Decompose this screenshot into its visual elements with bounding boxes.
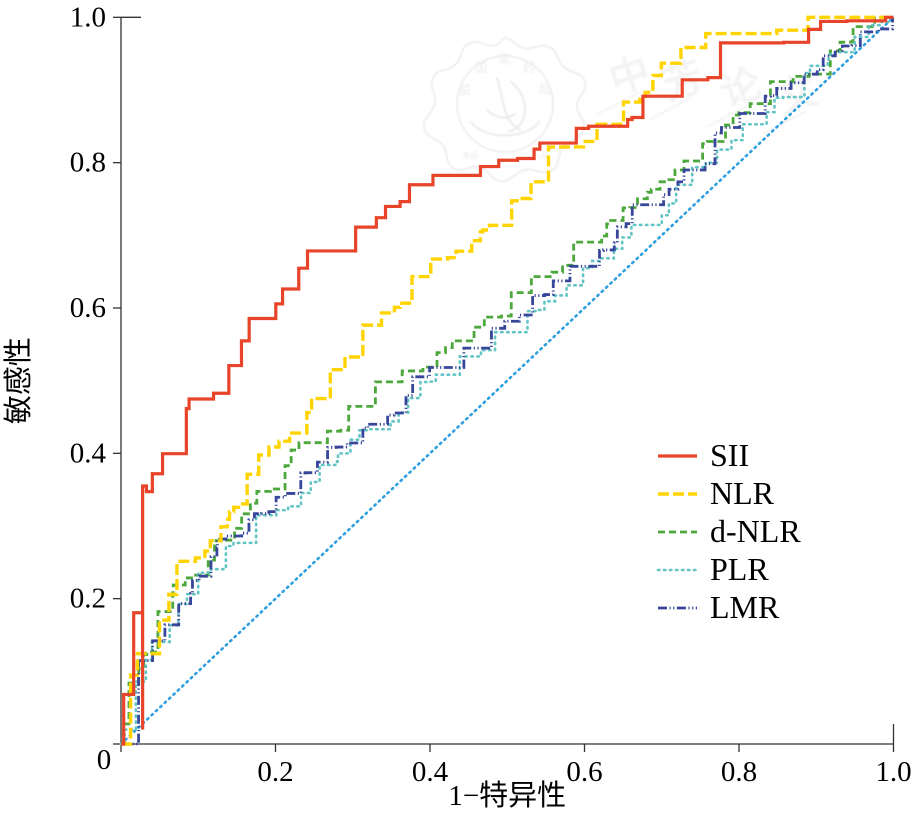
svg-text:药: 药 [522, 60, 535, 75]
svg-text:PLR: PLR [710, 551, 769, 587]
svg-text:家: 家 [498, 52, 511, 67]
svg-text:0.2: 0.2 [70, 583, 106, 615]
svg-text:国: 国 [474, 60, 487, 75]
svg-text:敏感性: 敏感性 [2, 337, 35, 424]
svg-text:SII: SII [710, 437, 749, 473]
svg-text:0.8: 0.8 [721, 756, 757, 788]
svg-text:d-NLR: d-NLR [710, 513, 801, 549]
svg-text:食品: 食品 [462, 150, 478, 160]
svg-text:监: 监 [458, 82, 471, 97]
svg-text:0.2: 0.2 [257, 756, 293, 788]
svg-text:0.8: 0.8 [70, 147, 106, 179]
svg-text:LMR: LMR [710, 589, 780, 625]
svg-text:0.6: 0.6 [70, 292, 106, 324]
svg-text:1−特异性: 1−特异性 [448, 779, 566, 812]
svg-text:0.6: 0.6 [566, 756, 602, 788]
svg-text:局: 局 [538, 82, 551, 97]
svg-text:0.4: 0.4 [412, 756, 449, 788]
svg-text:0: 0 [97, 744, 112, 776]
svg-text:NLR: NLR [710, 475, 775, 511]
svg-text:1.0: 1.0 [70, 1, 106, 33]
svg-text:0.4: 0.4 [70, 437, 107, 469]
svg-text:1.0: 1.0 [875, 756, 911, 788]
